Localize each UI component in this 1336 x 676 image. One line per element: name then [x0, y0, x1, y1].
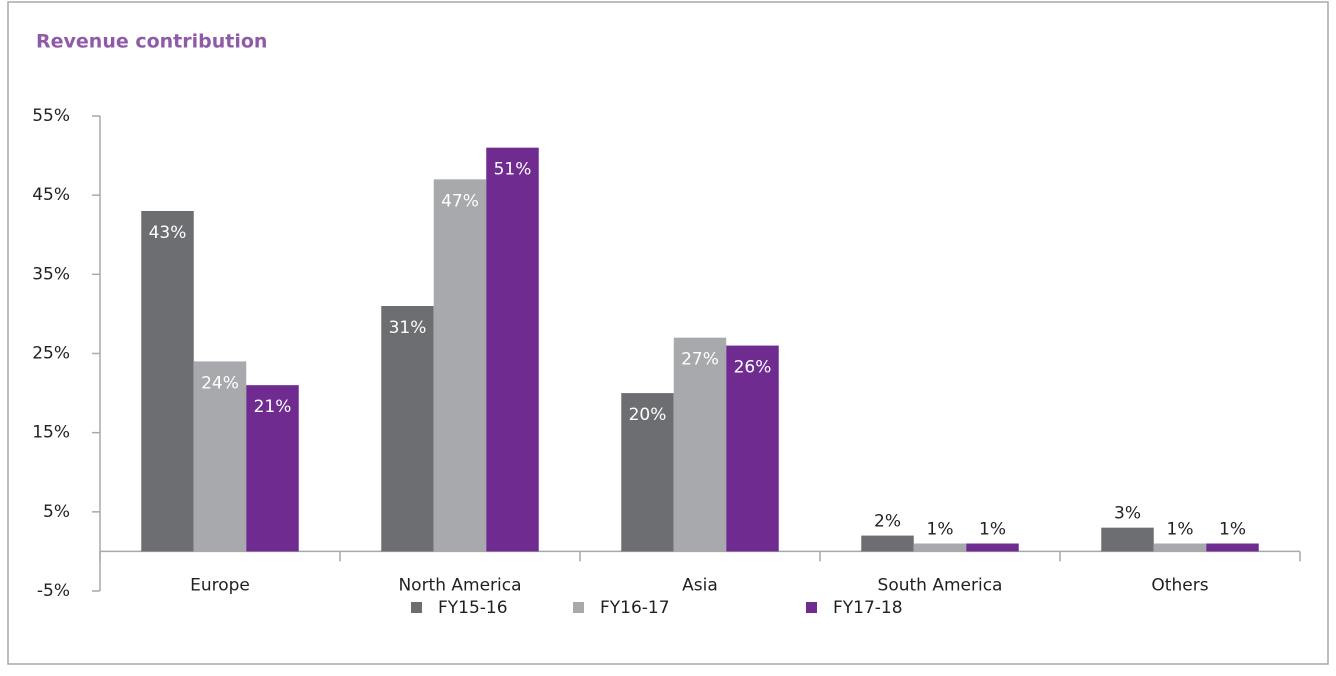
data-label: 43%: [149, 223, 187, 243]
data-label: 21%: [254, 397, 292, 417]
data-label: 24%: [201, 373, 239, 393]
bar: [726, 345, 779, 552]
x-tick-label: South America: [878, 575, 1003, 595]
x-tick-label: Europe: [190, 575, 250, 595]
bar: [486, 147, 539, 552]
bar: [381, 306, 434, 552]
legend-swatch: [411, 602, 422, 613]
bar: [673, 337, 727, 552]
y-tick-label: 25%: [32, 344, 70, 364]
data-label: 1%: [979, 520, 1006, 540]
data-label: 20%: [629, 405, 667, 425]
bar: [1153, 543, 1207, 552]
legend-swatch: [573, 602, 584, 613]
legend-label: FY16-17: [600, 598, 670, 618]
legend-swatch: [806, 602, 817, 613]
y-tick-label: 35%: [32, 264, 70, 284]
y-tick-label: 55%: [32, 106, 70, 126]
y-tick-label: 15%: [32, 423, 70, 443]
data-label: 3%: [1114, 504, 1141, 524]
bar: [621, 393, 674, 552]
bar: [433, 179, 487, 552]
data-label: 26%: [734, 358, 772, 378]
x-tick-label: North America: [398, 575, 521, 595]
legend-label: FY17-18: [833, 598, 903, 618]
data-label: 1%: [1219, 520, 1246, 540]
x-tick-label: Others: [1151, 575, 1208, 595]
bar: [1206, 543, 1259, 552]
data-label: 27%: [681, 350, 719, 370]
data-label: 1%: [927, 520, 954, 540]
chart-title: Revenue contribution: [36, 31, 267, 53]
data-label: 31%: [389, 318, 427, 338]
chart-border: [7, 1, 1329, 665]
y-tick-label: -5%: [37, 581, 70, 601]
y-tick-label: 5%: [43, 502, 70, 522]
bar: [861, 535, 914, 552]
bar: [913, 543, 967, 552]
x-tick-label: Asia: [682, 575, 718, 595]
data-label: 1%: [1167, 520, 1194, 540]
data-label: 51%: [494, 160, 532, 180]
y-tick-label: 45%: [32, 185, 70, 205]
data-label: 47%: [441, 191, 479, 211]
legend-label: FY15-16: [438, 598, 508, 618]
bar: [246, 385, 299, 552]
bar: [1101, 527, 1154, 552]
bar: [193, 361, 247, 552]
bar: [966, 543, 1019, 552]
bar: [141, 211, 194, 552]
data-label: 2%: [874, 512, 901, 532]
